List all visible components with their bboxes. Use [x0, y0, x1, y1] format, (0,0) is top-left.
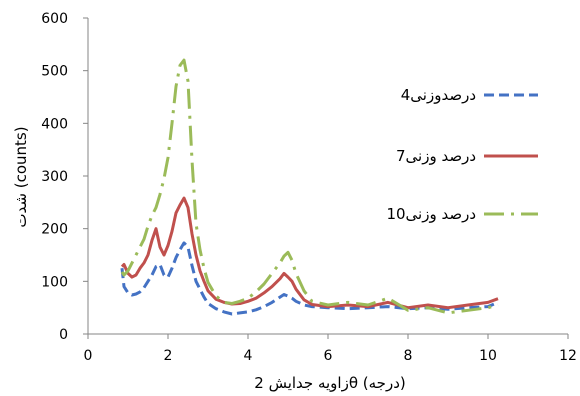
- y-tick-label: 0: [59, 327, 68, 343]
- legend: 4درصدوزنی 7درصد وزنی 10درصد وزنی: [386, 86, 538, 223]
- y-tick-label: 300: [41, 169, 68, 185]
- y-tick-label: 100: [41, 274, 68, 290]
- legend-label-1: 4درصدوزنی: [401, 86, 476, 104]
- y-tick-label: 400: [41, 116, 68, 132]
- legend-label-3: 10درصد وزنی: [386, 205, 476, 223]
- axes: [87, 18, 568, 335]
- x-axis-title: زاویه جدایش 2θ (درجه): [254, 374, 406, 392]
- legend-label-2: 7درصد وزنی: [396, 147, 476, 165]
- x-tick-label: 10: [479, 348, 497, 364]
- series-line-1: [120, 241, 499, 316]
- x-tick-label: 4: [244, 348, 253, 364]
- series-line-2: [120, 196, 499, 310]
- x-tick-labels: 0 2 4 6 8 10 12: [84, 334, 577, 364]
- y-axis-title: شدت (counts): [12, 126, 30, 227]
- y-tick-label: 600: [41, 11, 68, 27]
- x-tick-label: 12: [559, 348, 577, 364]
- x-tick-label: 6: [324, 348, 333, 364]
- x-tick-label: 2: [164, 348, 173, 364]
- x-tick-label: 8: [404, 348, 413, 364]
- y-tick-label: 200: [41, 222, 68, 238]
- series-lines: [120, 58, 499, 316]
- y-tick-label: 500: [41, 64, 68, 80]
- y-tick-labels: 0 100 200 300 400 500 600: [41, 11, 88, 343]
- x-tick-label: 0: [84, 348, 93, 364]
